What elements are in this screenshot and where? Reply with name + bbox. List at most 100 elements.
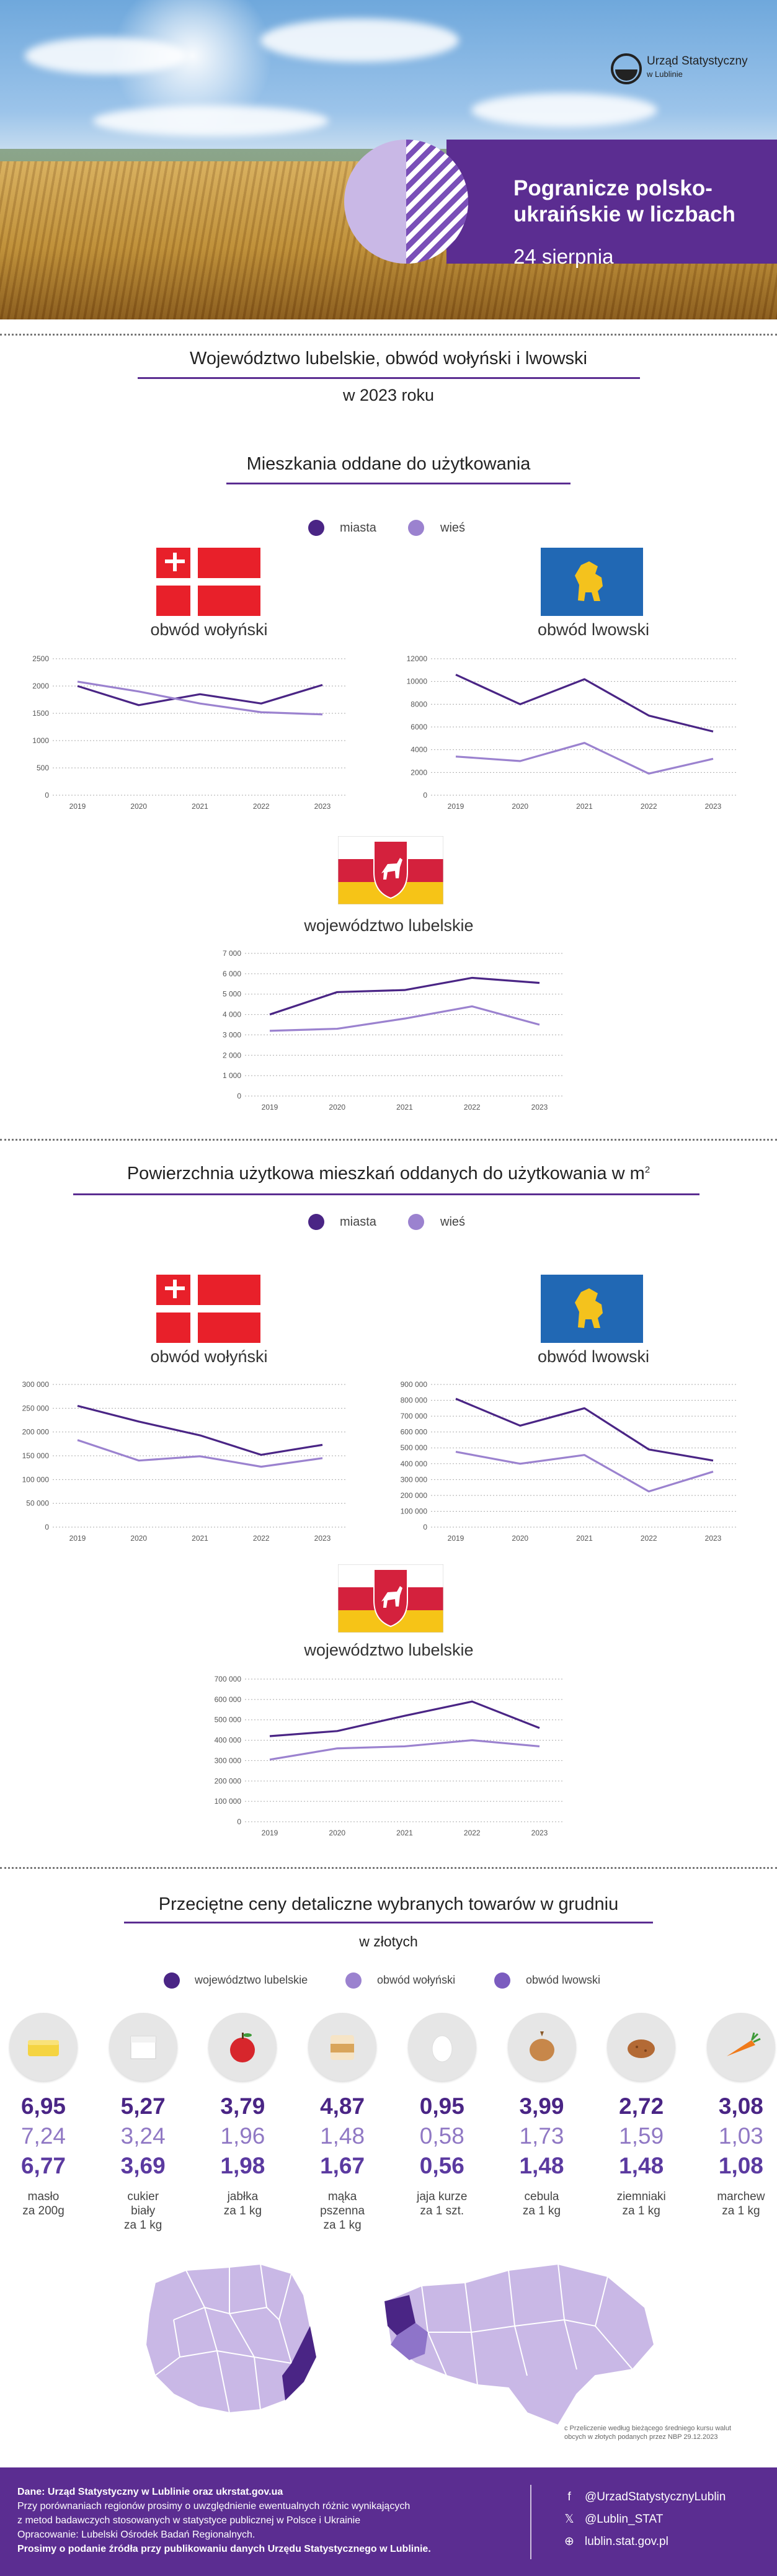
footer-divider (530, 2485, 531, 2559)
hero-banner: Urząd Statystyczny w Lublinie Pogranicze… (0, 0, 777, 319)
facebook-link[interactable]: f @UrzadStatystycznyLublin (561, 2486, 726, 2508)
cloud (260, 19, 459, 62)
price-column: 3,79 1,96 1,98 jabłka za 1 kg (196, 2092, 289, 2218)
legend-miasta: miasta (340, 1215, 376, 1229)
y-tick-label: 10000 (407, 677, 428, 686)
x-tick-label: 2023 (705, 802, 722, 811)
y-tick-label: 3 000 (223, 1030, 241, 1039)
title-banner (446, 140, 777, 264)
y-tick-label: 2 000 (223, 1051, 241, 1059)
price-column: 3,99 1,73 1,48 cebula za 1 kg (495, 2092, 588, 2218)
y-tick-label: 200 000 (215, 1776, 242, 1785)
footer-source: Dane: Urząd Statystyczny w Lublinie oraz… (17, 2487, 283, 2497)
series-line-wies (455, 742, 714, 775)
x-tick-label: 2019 (262, 1829, 278, 1837)
series-line-wies (77, 1439, 323, 1468)
x-tick-label: 2023 (531, 1103, 548, 1112)
x-tick-label: 2019 (448, 802, 464, 811)
y-tick-label: 700 000 (401, 1412, 428, 1420)
chart-dwellings-volyn: 0 500 1000 1500 2000 2500 2019 2020 2021 2022 2023 (32, 654, 347, 811)
x-tick-label: 2020 (512, 1534, 528, 1543)
logo[interactable]: Urząd Statystyczny w Lublinie (611, 50, 753, 93)
series-line-miasta (269, 976, 540, 1016)
series-line-miasta (269, 1700, 540, 1737)
y-tick-label: 7 000 (223, 949, 241, 958)
footer-info: Dane: Urząd Statystyczny w Lublinie oraz… (17, 2485, 513, 2556)
footer-request: Prosimy o podanie źródła przy publikowan… (17, 2544, 431, 2554)
prices-unit: w złotych (359, 1933, 418, 1950)
price-value-wolynski: 1,96 (220, 2123, 265, 2149)
legend-lubelskie-dot (164, 1972, 180, 1989)
x-tick-label: 2023 (705, 1534, 722, 1543)
section-year: w 2023 roku (342, 386, 435, 404)
x-tick-label: 2021 (576, 1534, 593, 1543)
y-tick-label: 0 (45, 791, 49, 800)
x-tick-label: 2021 (576, 802, 593, 811)
y-tick-label: 300 000 (215, 1756, 242, 1765)
legend-wies-dot (408, 520, 424, 536)
price-value-wolynski: 1,48 (320, 2123, 365, 2149)
legend-miasta-dot (308, 1214, 324, 1230)
web-link[interactable]: ⊕ lublin.stat.gov.pl (561, 2531, 726, 2553)
y-tick-label: 8000 (411, 700, 427, 708)
price-column: 6,95 7,24 6,77 masło za 200g (0, 2092, 90, 2218)
price-value-wolynski: 3,24 (120, 2123, 166, 2149)
globe-icon: ⊕ (564, 2535, 574, 2548)
logo-mark-icon (611, 53, 642, 84)
chart-dwellings-lublin: 0 1 000 2 000 3 000 4 000 5 000 6 000 7 000 2019… (223, 949, 564, 1112)
price-column: 5,27 3,24 3,69 cukier biały za 1 kg (97, 2092, 190, 2232)
heading-underline (124, 1922, 653, 1923)
price-value-lubelskie: 3,79 (220, 2093, 265, 2119)
web-label: lublin.stat.gov.pl (585, 2535, 668, 2548)
volyn-flag-icon (156, 1275, 260, 1343)
price-value-lwowski: 6,77 (20, 2153, 66, 2178)
series-line-miasta (77, 684, 323, 706)
product-name: marchew za 1 kg (717, 2190, 765, 2217)
series-line-miasta (77, 1404, 323, 1456)
price-value-lwowski: 0,56 (419, 2153, 464, 2178)
y-tick-label: 0 (423, 791, 427, 800)
y-tick-label: 0 (423, 1523, 427, 1531)
y-tick-label: 2000 (32, 682, 49, 690)
x-tick-label: 2021 (192, 1534, 208, 1543)
y-tick-label: 900 000 (401, 1380, 428, 1389)
carrot-icon (706, 2013, 775, 2081)
x-tick-label: 2023 (314, 802, 331, 811)
series-line-miasta (455, 1397, 714, 1462)
page-date: 24 sierpnia (513, 245, 614, 268)
x-tick-label: 2019 (262, 1103, 278, 1112)
x-tick-label: 2021 (396, 1829, 413, 1837)
x-tick-label: 2020 (329, 1829, 345, 1837)
butter-icon (9, 2013, 78, 2081)
product-name: jaja kurze za 1 szt. (417, 2190, 468, 2217)
series-line-miasta (455, 674, 714, 733)
footer: Dane: Urząd Statystyczny w Lublinie oraz… (0, 2467, 777, 2576)
page-title: Pogranicze polsko-ukraińskie w liczbach (513, 176, 735, 226)
y-tick-label: 2500 (32, 654, 49, 663)
y-tick-label: 0 (237, 1092, 241, 1100)
currency-note: c Przeliczenie według bieżącego średnieg… (564, 2425, 732, 2441)
x-link[interactable]: 𝕏 @Lublin_STAT (561, 2508, 726, 2531)
apple-icon (208, 2013, 277, 2081)
x-label: @Lublin_STAT (585, 2513, 664, 2526)
y-tick-label: 100 000 (401, 1507, 428, 1515)
product-name: ziemniaki za 1 kg (616, 2190, 666, 2217)
poland-map-icon (144, 2263, 317, 2414)
y-tick-label: 50 000 (26, 1499, 49, 1508)
y-tick-label: 700 000 (215, 1675, 242, 1683)
y-tick-label: 600 000 (215, 1695, 242, 1704)
chart-title-volyn: obwód wołyński (150, 620, 268, 639)
x-tick-label: 2023 (314, 1534, 331, 1543)
area-heading: Powierzchnia użytkowa mieszkań oddanych … (0, 1164, 777, 1184)
x-tick-label: 2023 (531, 1829, 548, 1837)
y-tick-label: 400 000 (215, 1736, 242, 1745)
potato-icon (607, 2013, 676, 2081)
y-tick-label: 300 000 (22, 1380, 50, 1389)
prices-heading: Przeciętne ceny detaliczne wybranych tow… (158, 1894, 619, 1914)
legend-wies: wieś (440, 1215, 466, 1229)
footer-note-2: z metod badawczych stosowanych w statyst… (17, 2515, 361, 2526)
egg-icon (407, 2013, 476, 2081)
x-tick-label: 2019 (448, 1534, 464, 1543)
x-tick-label: 2020 (329, 1103, 345, 1112)
price-column: 2,72 1,59 1,48 ziemniaki za 1 kg (595, 2092, 688, 2218)
